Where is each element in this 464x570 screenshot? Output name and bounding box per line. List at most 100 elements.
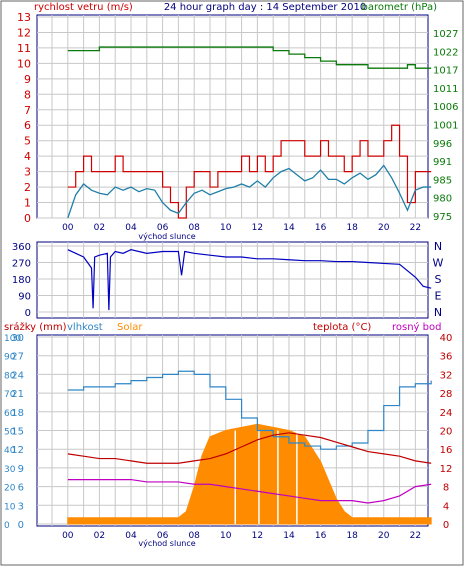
tick-label-wind: 11: [17, 42, 31, 55]
tick-label-pressure: 975: [433, 212, 452, 223]
x-tick-bottom: 22: [410, 531, 421, 541]
x-tick-bottom: 02: [94, 531, 105, 541]
tick-label-humidity: 24: [11, 370, 24, 381]
tick-label-compass: S: [435, 273, 442, 286]
tick-label-direction: 180: [12, 275, 31, 286]
tick-label-humidity: 0: [18, 520, 24, 531]
tick-label-temp: 12: [440, 464, 453, 475]
tick-label-temp: 20: [440, 427, 453, 438]
tick-label-humidity: 6: [18, 483, 24, 494]
tick-label-pressure: 1017: [433, 66, 458, 77]
tick-label-direction: 0: [25, 308, 31, 319]
label-rain: srážky (mm): [4, 321, 67, 333]
series-pressure: [67, 46, 432, 69]
x-tick-bottom: 08: [188, 531, 200, 541]
tick-label-wind: 7: [24, 104, 31, 117]
series-wind-gust: [67, 124, 432, 219]
tick-label-rain: 30: [4, 465, 16, 475]
title-pressure: barometr (hPa): [362, 2, 438, 13]
tick-label-temp: 0: [443, 520, 449, 531]
tick-label-pressure: 1006: [433, 102, 458, 113]
tick-label-temp: 36: [440, 352, 453, 363]
x-tick-bottom: 16: [315, 531, 327, 541]
tick-label-temp: 16: [440, 445, 453, 456]
tick-label-wind: 12: [17, 26, 31, 39]
series-solar-area: [67, 423, 432, 525]
tick-label-humidity: 12: [11, 445, 24, 456]
series-dew: [67, 478, 432, 504]
x-tick-bottom: 12: [252, 531, 263, 541]
label-humidity: vlhkost: [67, 322, 103, 333]
x-tick-bottom: 06: [157, 531, 169, 541]
x-tick-top: 18: [346, 223, 358, 233]
tick-label-wind: 8: [24, 88, 31, 101]
tick-label-compass: E: [435, 290, 442, 303]
x-tick-bottom: 20: [378, 531, 390, 541]
tick-label-rain: 60: [4, 409, 16, 419]
tick-label-wind: 3: [24, 166, 31, 179]
tick-label-temp: 8: [443, 483, 449, 494]
tick-label-temp: 40: [440, 333, 453, 344]
x-tick-bottom: 14: [283, 531, 295, 541]
label-solar: Solar: [117, 322, 143, 333]
middle-panel-frame: [36, 241, 429, 319]
series-wind-avg: [67, 164, 432, 219]
tick-label-pressure: 985: [433, 175, 452, 186]
x-tick-top: 14: [283, 223, 295, 233]
tick-label-rain: 70: [4, 390, 16, 400]
top-panel-frame: [36, 14, 429, 219]
tick-label-direction: 360: [12, 242, 31, 253]
tick-label-direction: 90: [18, 292, 31, 303]
tick-label-wind: 2: [24, 181, 31, 194]
tick-label-wind: 6: [24, 119, 31, 132]
label-temp: teplota (°C): [313, 322, 371, 333]
tick-label-humidity: 15: [11, 427, 24, 438]
x-tick-top: 22: [410, 223, 421, 233]
tick-label-rain: 100: [4, 334, 21, 344]
x-tick-top: 08: [188, 223, 200, 233]
tick-label-wind: 4: [24, 150, 31, 163]
x-tick-top: 20: [378, 223, 390, 233]
tick-label-rain: 90: [4, 353, 16, 363]
x-tick-bottom: 04: [125, 531, 137, 541]
tick-label-rain: 20: [4, 484, 16, 494]
tick-label-compass: W: [433, 257, 444, 270]
tick-label-temp: 28: [440, 389, 453, 400]
tick-label-wind: 1: [24, 197, 31, 210]
x-tick-top: 06: [157, 223, 169, 233]
chart-title: 24 hour graph day : 14 September 2010: [164, 2, 366, 13]
series-direction: [67, 249, 432, 311]
tick-label-pressure: 996: [433, 139, 452, 150]
tick-label-temp: 32: [440, 370, 453, 381]
x-tick-bottom: 00: [62, 531, 74, 541]
tick-label-pressure: 980: [433, 194, 452, 205]
x-label-bottom: východ slunce: [138, 539, 195, 548]
tick-label-compass: N: [434, 306, 442, 319]
x-tick-bottom: 18: [346, 531, 358, 541]
tick-label-direction: 270: [12, 259, 31, 270]
tick-label-humidity: 3: [18, 501, 24, 512]
label-dew: rosný bod: [392, 321, 441, 333]
tick-label-wind: 13: [17, 11, 31, 24]
x-tick-top: 04: [125, 223, 137, 233]
tick-label-pressure: 1011: [433, 84, 458, 95]
series-humidity: [67, 370, 432, 450]
x-tick-top: 16: [315, 223, 327, 233]
tick-label-humidity: 9: [18, 464, 24, 475]
tick-label-pressure: 1027: [433, 29, 458, 40]
x-tick-top: 02: [94, 223, 105, 233]
tick-label-rain: 0: [4, 521, 10, 531]
tick-label-humidity: 21: [11, 389, 24, 400]
tick-label-temp: 24: [440, 408, 453, 419]
x-tick-top: 10: [220, 223, 232, 233]
tick-label-humidity: 27: [11, 352, 24, 363]
tick-label-compass: N: [434, 240, 442, 253]
tick-label-wind: 10: [17, 57, 31, 70]
tick-label-rain: 40: [4, 446, 16, 456]
title-wind: rychlost vetru (m/s): [34, 2, 133, 13]
tick-label-pressure: 991: [433, 157, 452, 168]
x-label-top: východ slunce: [138, 232, 195, 241]
tick-label-wind: 0: [24, 212, 31, 225]
